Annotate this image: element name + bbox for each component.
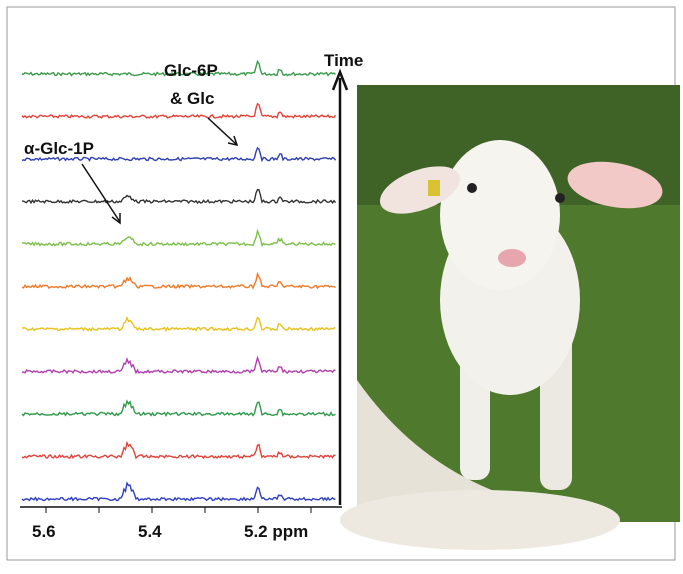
- lamb-photo: [340, 85, 680, 550]
- arrowhead: [111, 213, 121, 225]
- arrow: [81, 163, 121, 223]
- x-tick-label: 5.2 ppm: [244, 522, 308, 541]
- annotation: Glc-6P: [164, 61, 218, 80]
- annotation: & Glc: [170, 89, 214, 108]
- x-tick-label: 5.6: [32, 522, 56, 541]
- spectrum-trace: [21, 481, 336, 502]
- spectrum-trace: [21, 188, 337, 205]
- x-tick-label: 5.4: [138, 522, 162, 541]
- time-arrowhead: [331, 68, 349, 91]
- spectrum-trace: [21, 146, 337, 163]
- spectra: [21, 59, 337, 502]
- spectrum-trace: [21, 315, 336, 333]
- arrow: [207, 117, 237, 145]
- spectrum-trace: [21, 228, 336, 247]
- axis-title: Time: [324, 51, 363, 70]
- spectrum-trace: [21, 102, 337, 119]
- annotation: α-Glc-1P: [24, 139, 94, 158]
- spectrum-trace: [21, 399, 336, 418]
- spectrum-trace: [21, 355, 336, 375]
- spectrum-trace: [21, 271, 336, 290]
- spectrum-trace: [22, 440, 336, 460]
- arrowhead: [227, 135, 239, 147]
- spectrum-trace: [21, 59, 336, 77]
